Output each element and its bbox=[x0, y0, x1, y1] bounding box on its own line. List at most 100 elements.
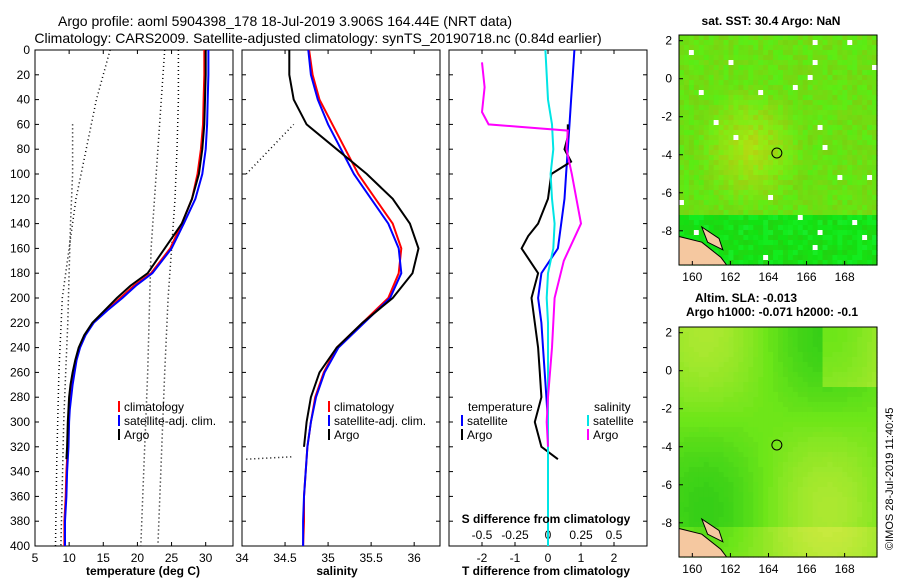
map-cell bbox=[787, 170, 794, 176]
map-cell bbox=[832, 65, 838, 71]
map-cell bbox=[723, 125, 730, 131]
map-cell bbox=[782, 377, 789, 383]
map-cell bbox=[812, 150, 819, 156]
map-cell bbox=[822, 547, 829, 553]
map-cell bbox=[778, 165, 784, 171]
map-cell bbox=[698, 347, 705, 353]
title-line-1: Argo profile: aoml 5904398_178 18-Jul-20… bbox=[58, 13, 512, 29]
map-cell bbox=[787, 327, 794, 333]
map-cell bbox=[763, 532, 769, 538]
map-cell bbox=[733, 472, 739, 478]
map-cell bbox=[773, 372, 779, 378]
map-cell bbox=[857, 140, 863, 146]
map-cell bbox=[683, 332, 690, 338]
map-cell bbox=[703, 120, 710, 126]
map-cell bbox=[817, 210, 824, 216]
map-cell bbox=[768, 200, 774, 206]
map-cell bbox=[683, 522, 690, 528]
depth-tick-label: 60 bbox=[17, 117, 31, 131]
map-cell bbox=[708, 160, 715, 166]
map-cell bbox=[733, 250, 739, 256]
map-cell bbox=[832, 70, 838, 76]
map-cell bbox=[802, 382, 809, 388]
map-cell bbox=[713, 105, 720, 111]
map-cell bbox=[837, 165, 843, 171]
map-cell bbox=[713, 220, 720, 226]
map-cell bbox=[748, 487, 754, 493]
map-cell bbox=[782, 195, 789, 201]
map-cell bbox=[852, 552, 858, 558]
map-cell bbox=[872, 337, 878, 343]
map-cell bbox=[817, 165, 824, 171]
map-cell bbox=[867, 532, 873, 538]
map-cell bbox=[708, 220, 715, 226]
map-cell bbox=[708, 180, 715, 186]
map-cell bbox=[753, 245, 759, 251]
map-cell bbox=[683, 492, 690, 498]
map-cell bbox=[728, 115, 735, 121]
map-cell bbox=[758, 105, 764, 111]
map-cell bbox=[773, 130, 779, 136]
map-cell bbox=[847, 185, 853, 191]
map-cell bbox=[842, 417, 848, 423]
map-cell bbox=[817, 55, 824, 61]
map-cell bbox=[723, 392, 730, 398]
map-cell bbox=[852, 492, 858, 498]
map-cell bbox=[847, 452, 853, 458]
map-cell bbox=[733, 150, 739, 156]
map-cell bbox=[708, 55, 715, 61]
map-cell bbox=[847, 372, 853, 378]
map-cell bbox=[867, 377, 873, 383]
map-cell bbox=[812, 130, 819, 136]
map-cell bbox=[862, 225, 868, 231]
map-cell bbox=[857, 412, 863, 418]
map-cell bbox=[857, 447, 863, 453]
map-cell bbox=[872, 40, 878, 46]
map-cell bbox=[787, 492, 794, 498]
map-cell bbox=[688, 527, 695, 533]
map-cell bbox=[837, 327, 843, 333]
map-cell bbox=[738, 477, 744, 483]
map-cell bbox=[817, 240, 824, 246]
depth-tick-label: 100 bbox=[10, 167, 30, 181]
map-cell bbox=[862, 95, 868, 101]
map-cell bbox=[748, 522, 754, 528]
map-cell bbox=[842, 412, 848, 418]
map-cell bbox=[693, 210, 700, 216]
map-cell bbox=[872, 542, 878, 548]
map-cell bbox=[837, 447, 843, 453]
map-cell bbox=[857, 115, 863, 121]
map-cell bbox=[728, 195, 735, 201]
map-cell bbox=[698, 85, 705, 91]
map-cell bbox=[679, 95, 685, 101]
map-cell bbox=[708, 110, 715, 116]
map-cell bbox=[787, 387, 794, 393]
map-cell bbox=[852, 352, 858, 358]
map-cell bbox=[753, 135, 759, 141]
map-cell bbox=[787, 402, 794, 408]
map-cell bbox=[827, 105, 834, 111]
map-cell bbox=[743, 447, 749, 453]
map-cell bbox=[812, 55, 819, 61]
map-cell bbox=[802, 452, 809, 458]
map-cell bbox=[743, 402, 749, 408]
map-cell bbox=[852, 190, 858, 196]
map-cell bbox=[773, 392, 779, 398]
map-cell bbox=[753, 487, 759, 493]
map-cell bbox=[797, 200, 804, 206]
map-cell bbox=[688, 75, 695, 81]
map-cell bbox=[822, 255, 829, 261]
map-cell bbox=[857, 417, 863, 423]
map-cell bbox=[802, 342, 809, 348]
map-cell bbox=[827, 135, 834, 141]
map-cell bbox=[773, 477, 779, 483]
map-cell bbox=[768, 75, 774, 81]
map-cell bbox=[738, 432, 744, 438]
map-x-tick-label: 164 bbox=[758, 562, 778, 576]
map-cell bbox=[832, 190, 838, 196]
map-cell bbox=[852, 65, 858, 71]
map-cell bbox=[797, 337, 804, 343]
map-cell bbox=[763, 50, 769, 56]
map-cell bbox=[683, 145, 690, 151]
map-cell bbox=[792, 337, 799, 343]
